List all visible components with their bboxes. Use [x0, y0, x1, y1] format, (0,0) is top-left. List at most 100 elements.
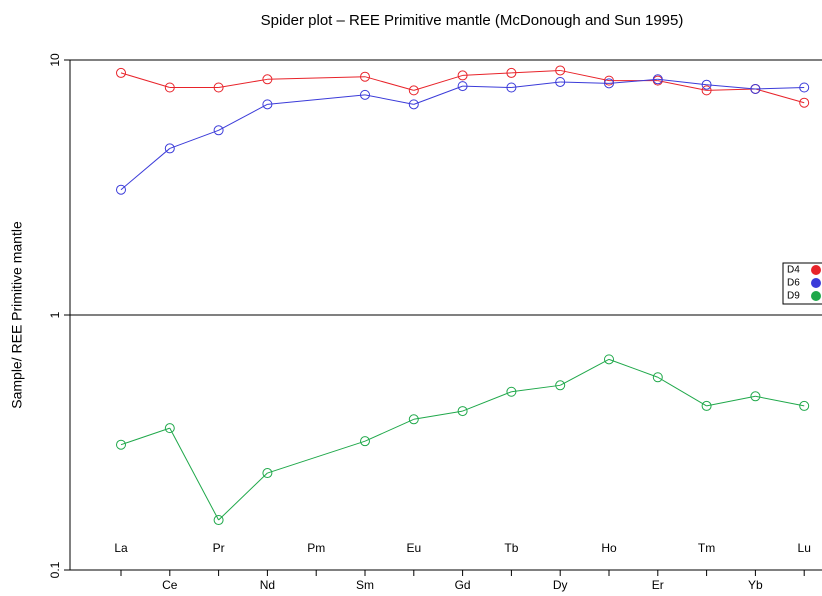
data-point — [799, 97, 810, 108]
series-segment — [413, 410, 463, 420]
x-tick-label: La — [114, 541, 128, 555]
series-segment — [364, 94, 414, 105]
series-segment — [120, 427, 170, 446]
x-tick-label: Nd — [260, 578, 275, 592]
x-tick-label: Tb — [504, 541, 518, 555]
series-segment — [657, 78, 707, 86]
x-tick-label: Pm — [307, 541, 325, 555]
series-segment — [462, 391, 512, 412]
series-segment — [511, 384, 561, 393]
series-segment — [364, 418, 415, 442]
x-tick-label: Ce — [162, 578, 178, 592]
data-point — [262, 74, 273, 85]
series-segment — [560, 81, 610, 84]
data-point — [213, 125, 224, 136]
series-segment — [511, 69, 561, 74]
x-tick-label: Eu — [406, 541, 421, 555]
data-point — [164, 423, 175, 434]
data-point — [360, 71, 370, 82]
x-tick-label: Dy — [553, 578, 568, 592]
data-point — [604, 75, 614, 86]
series-segment — [559, 358, 610, 386]
data-point — [262, 99, 273, 110]
data-point — [701, 85, 712, 96]
series-segment — [657, 80, 707, 91]
x-tick-label: Gd — [455, 578, 471, 592]
data-point — [262, 468, 273, 479]
data-point — [213, 82, 224, 93]
series-segment — [706, 84, 756, 90]
data-point — [457, 406, 468, 417]
legend-marker — [811, 278, 821, 288]
data-point — [457, 81, 468, 92]
series-segment — [218, 78, 268, 89]
data-point — [116, 439, 126, 450]
legend-label: D6 — [787, 278, 800, 289]
data-point — [701, 400, 712, 411]
series-segment — [462, 85, 512, 89]
series-segment — [560, 69, 610, 82]
y-axis-label: Sample/ REE Primitive mantle — [9, 221, 25, 409]
data-point — [799, 82, 810, 93]
data-point — [164, 82, 175, 93]
series-segment — [608, 358, 658, 378]
data-point — [701, 79, 712, 90]
data-point — [652, 74, 663, 85]
series-segment — [120, 72, 170, 88]
data-point — [750, 391, 761, 402]
x-tick-label: Pr — [213, 541, 225, 555]
series-segment — [755, 395, 805, 407]
legend-marker — [811, 291, 821, 301]
series-segment — [755, 88, 805, 104]
series-segment — [462, 72, 512, 76]
series-segment — [706, 88, 756, 91]
x-tick-label: Tm — [698, 541, 715, 555]
series-segment — [267, 440, 366, 474]
data-point — [116, 184, 126, 195]
series-segment — [755, 87, 805, 90]
y-tick-label: 10 — [48, 53, 62, 67]
series-segment — [706, 395, 756, 407]
data-point — [506, 386, 517, 397]
data-point — [750, 83, 761, 94]
data-point — [604, 354, 614, 365]
series-segment — [364, 76, 414, 91]
data-point — [164, 143, 175, 154]
series-segment — [218, 103, 268, 131]
series-segment — [218, 472, 268, 521]
series-segment — [413, 85, 463, 105]
chart-title: Spider plot – REE Primitive mantle (McDo… — [261, 12, 684, 29]
data-point — [652, 372, 663, 383]
data-point — [408, 99, 419, 110]
x-tick-label: Er — [652, 578, 664, 592]
x-tick-label: Ho — [601, 541, 617, 555]
data-point — [116, 67, 126, 78]
data-point — [213, 515, 224, 526]
data-point — [555, 65, 566, 76]
x-tick-label: Yb — [748, 578, 763, 592]
data-point — [506, 82, 517, 93]
data-point — [799, 400, 810, 411]
legend-label: D9 — [787, 291, 800, 302]
series-segment — [169, 427, 220, 521]
data-point — [457, 70, 468, 81]
data-point — [408, 85, 419, 96]
series-segment — [657, 376, 707, 407]
y-tick-label: 0.1 — [48, 561, 62, 578]
data-point — [360, 436, 370, 447]
legend-marker — [811, 265, 821, 275]
series-segment — [413, 74, 463, 91]
series-segment — [267, 94, 366, 105]
data-point — [360, 89, 370, 100]
series-segment — [608, 78, 658, 84]
data-point — [555, 76, 566, 87]
data-point — [555, 380, 566, 391]
legend-label: D4 — [787, 265, 800, 276]
series-segment — [267, 76, 366, 80]
x-tick-label: Sm — [356, 578, 374, 592]
series-segment — [120, 148, 171, 191]
data-point — [506, 67, 517, 78]
data-point — [408, 414, 419, 425]
series-segment — [511, 81, 561, 89]
